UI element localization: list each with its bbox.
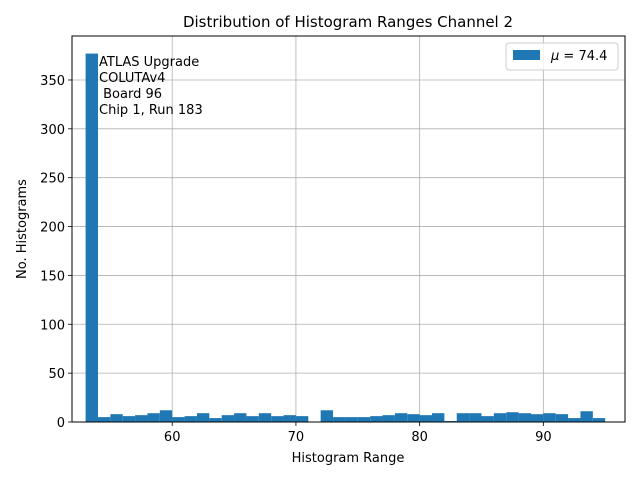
- histogram-bar: [135, 415, 148, 422]
- histogram-bar: [97, 417, 111, 422]
- histogram-bar: [394, 413, 408, 422]
- histogram-bar: [493, 413, 507, 422]
- y-tick-label: 300: [40, 123, 65, 138]
- histogram-bar: [518, 413, 531, 422]
- y-tick-label: 200: [40, 221, 65, 236]
- y-tick-label: 50: [48, 367, 65, 382]
- histogram-bar: [320, 410, 334, 422]
- legend-entry: μ = 74.4: [550, 49, 607, 64]
- histogram-bar: [110, 414, 123, 422]
- x-tick-label: 60: [164, 430, 181, 445]
- histogram-bar: [184, 416, 197, 422]
- histogram-bar: [592, 418, 606, 422]
- histogram-bar: [580, 411, 593, 422]
- histogram-bar: [333, 417, 346, 422]
- histogram-bar: [246, 416, 259, 422]
- histogram-bar: [568, 418, 581, 422]
- y-tick-label: 250: [40, 172, 65, 187]
- legend-symbol: μ: [550, 49, 559, 64]
- annotation-line-2: COLUTAv4: [99, 71, 165, 86]
- grid-lines: [72, 36, 625, 423]
- histogram-bar: [419, 415, 433, 422]
- histogram-bar: [283, 415, 296, 422]
- chart-title: Distribution of Histogram Ranges Channel…: [183, 13, 513, 31]
- x-axis-ticks: 60 70 80 90: [164, 422, 552, 445]
- histogram-bar: [258, 413, 272, 422]
- histogram-bar: [345, 417, 358, 422]
- histogram-bar: [407, 414, 420, 422]
- histogram-bar: [456, 413, 470, 422]
- histogram-bar: [271, 416, 284, 422]
- histogram-bar: [221, 415, 235, 422]
- histogram-bar: [506, 412, 519, 422]
- histogram-bar: [382, 415, 395, 422]
- x-tick-label: 70: [288, 430, 305, 445]
- histogram-bar: [209, 418, 222, 422]
- y-tick-label: 0: [57, 416, 65, 431]
- annotation-line-3: Board 96: [99, 87, 162, 102]
- histogram-bar: [196, 413, 210, 422]
- annotation-line-1: ATLAS Upgrade: [99, 55, 199, 70]
- y-axis-ticks: 0 50 100 150 200 250 300 350: [40, 74, 72, 431]
- y-axis-label: No. Histograms: [15, 179, 30, 279]
- histogram-bar: [147, 413, 160, 422]
- annotation-block: ATLAS Upgrade COLUTAv4 Board 96 Chip 1, …: [99, 55, 203, 118]
- histogram-bar: [295, 416, 309, 422]
- histogram-bar: [370, 416, 383, 422]
- x-tick-label: 80: [411, 430, 428, 445]
- plot-frame: [71, 35, 626, 423]
- histogram-bars: [85, 53, 606, 422]
- histogram-bar: [234, 413, 247, 422]
- histogram-bar: [481, 416, 494, 422]
- histogram-bar: [85, 53, 98, 422]
- legend-swatch: [513, 50, 540, 60]
- histogram-bar: [172, 417, 185, 422]
- histogram-bar: [543, 413, 556, 422]
- histogram-bar: [357, 417, 371, 422]
- legend-value: = 74.4: [559, 49, 607, 64]
- legend: μ = 74.4: [505, 42, 619, 71]
- histogram-bar: [122, 416, 136, 422]
- histogram-bar: [530, 414, 544, 422]
- y-tick-label: 150: [40, 269, 65, 284]
- histogram-bar: [432, 413, 445, 422]
- legend-box: [505, 42, 619, 71]
- histogram-bar: [555, 414, 569, 422]
- y-tick-label: 350: [40, 74, 65, 89]
- y-tick-label: 100: [40, 318, 65, 333]
- x-axis-label: Histogram Range: [292, 451, 405, 466]
- histogram-bar: [159, 410, 173, 422]
- annotation-line-4: Chip 1, Run 183: [99, 103, 203, 118]
- x-tick-label: 90: [535, 430, 552, 445]
- histogram-bar: [469, 413, 482, 422]
